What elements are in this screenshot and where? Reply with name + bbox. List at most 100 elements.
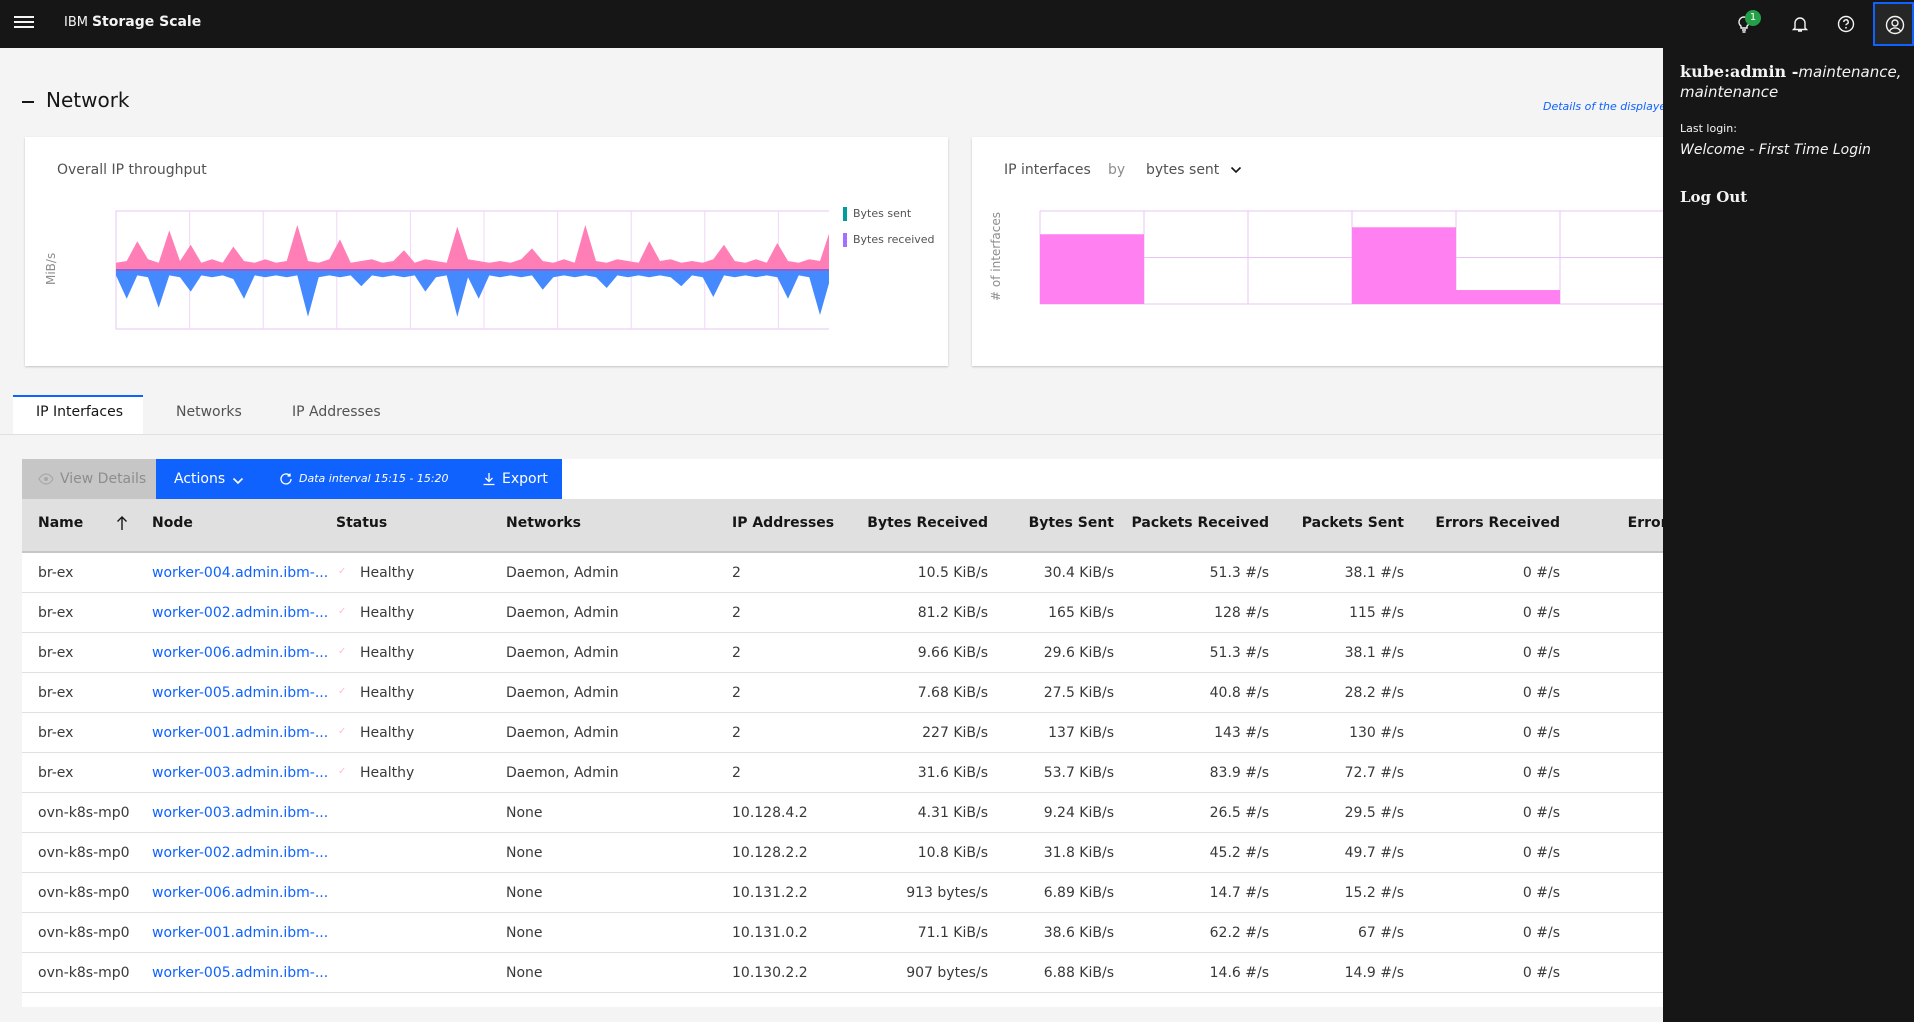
hamburger-menu-icon[interactable] [14,13,34,33]
help-button[interactable] [1826,4,1866,44]
cell-bytes-received: 4.31 KiB/s [917,805,988,821]
cell-bytes-received: 913 bytes/s [906,885,988,901]
collapse-icon [22,100,34,103]
table-row[interactable]: br-ex worker-006.admin.ibm-... ✓ Healthy Dae… [22,633,1914,673]
cell-ip-addresses: 10.128.2.2 [732,845,808,861]
actions-dropdown-button[interactable]: Actions [156,459,269,499]
cell-status: Healthy [360,565,415,581]
cell-errors-received: 0 #/s [1522,885,1560,901]
cell-bytes-sent: 38.6 KiB/s [1043,925,1114,941]
lightbulb-button[interactable]: 1 [1724,4,1764,44]
cell-node-link[interactable]: worker-004.admin.ibm-... [152,565,329,581]
table-row[interactable]: br-ex worker-003.admin.ibm-... ✓ Healthy Dae… [22,753,1914,793]
metric-dropdown[interactable]: bytes sent [1146,162,1242,178]
cell-node-link[interactable]: worker-003.admin.ibm-... [152,765,329,781]
cell-node-link[interactable]: worker-005.admin.ibm-... [152,685,329,701]
logout-link[interactable]: Log Out [1680,188,1748,206]
cell-errors-received: 0 #/s [1522,925,1560,941]
cell-bytes-received: 227 KiB/s [922,725,988,741]
notifications-button[interactable] [1780,4,1820,44]
notification-count-badge: 1 [1745,10,1761,26]
histogram-bar[interactable] [1040,234,1144,304]
cell-ip-addresses: 2 [732,565,741,581]
throughput-chart [115,210,829,330]
interfaces-chart [1039,210,1729,305]
histogram-bar[interactable] [1352,227,1456,304]
cell-packets-sent: 38.1 #/s [1344,645,1404,661]
cell-errors-received: 0 #/s [1522,565,1560,581]
cell-packets-sent: 67 #/s [1357,925,1404,941]
cell-packets-sent: 130 #/s [1349,725,1404,741]
data-interval-button[interactable]: Data interval 15:15 - 15:20 [269,459,466,499]
column-header-packets-received[interactable]: Packets Received [1131,515,1269,531]
sort-ascending-icon[interactable] [116,515,128,535]
tab-networks[interactable]: Networks [176,397,242,437]
tab-label: IP Interfaces [36,404,123,420]
column-header-node[interactable]: Node [152,515,193,531]
cell-node-link[interactable]: worker-006.admin.ibm-... [152,645,329,661]
view-details-button[interactable]: View Details [22,459,156,499]
metric-dropdown-value: bytes sent [1146,162,1220,178]
column-header-bytes-received[interactable]: Bytes Received [867,515,988,531]
cell-errors-received: 0 #/s [1522,605,1560,621]
table-row[interactable]: br-ex worker-001.admin.ibm-... ✓ Healthy Dae… [22,713,1914,753]
details-link[interactable]: Details of the displayed [1543,100,1674,113]
cell-node-link[interactable]: worker-006.admin.ibm-... [152,885,329,901]
table-row[interactable]: br-ex worker-002.admin.ibm-... ✓ Healthy Dae… [22,593,1914,633]
legend-item-bytes-sent[interactable]: Bytes sent [843,205,935,223]
table-row[interactable]: ovn-k8s-mp0 worker-002.admin.ibm-... None 1… [22,833,1914,873]
tab-label: IP Addresses [292,404,381,420]
legend-item-bytes-received[interactable]: Bytes received [843,231,935,249]
cell-networks: None [506,805,543,821]
cell-networks: None [506,965,543,981]
status-checkmark-icon: ✓ [338,766,347,777]
table-row[interactable]: ovn-k8s-mp0 worker-005.admin.ibm-... None 1… [22,953,1914,993]
table-row[interactable]: ovn-k8s-mp0 worker-003.admin.ibm-... None 1… [22,793,1914,833]
cell-errors-received: 0 #/s [1522,805,1560,821]
column-header-networks[interactable]: Networks [506,515,582,531]
cell-node-link[interactable]: worker-001.admin.ibm-... [152,925,329,941]
user-profile-button[interactable] [1873,2,1914,46]
column-header-name[interactable]: Name [38,515,84,531]
cell-status: Healthy [360,725,415,741]
column-header-status[interactable]: Status [336,515,388,531]
cell-node-link[interactable]: worker-003.admin.ibm-... [152,805,329,821]
cell-name: br-ex [38,725,74,741]
cell-status: Healthy [360,685,415,701]
cell-bytes-received: 31.6 KiB/s [917,765,988,781]
table-row[interactable]: ovn-k8s-mp0 worker-006.admin.ibm-... None 1… [22,873,1914,913]
cell-bytes-sent: 27.5 KiB/s [1043,685,1114,701]
cell-networks: None [506,885,543,901]
user-avatar-icon [1885,15,1905,35]
cell-networks: Daemon, Admin [506,565,619,581]
tab-ip-addresses[interactable]: IP Addresses [292,397,381,437]
cell-node-link[interactable]: worker-001.admin.ibm-... [152,725,329,741]
table-row[interactable]: ovn-k8s-mp0 worker-001.admin.ibm-... None 1… [22,913,1914,953]
tab-ip-interfaces[interactable]: IP Interfaces [13,395,143,435]
export-button[interactable]: Export [466,459,562,499]
status-checkmark-icon: ✓ [338,566,347,577]
cell-ip-addresses: 10.131.2.2 [732,885,808,901]
cell-packets-received: 51.3 #/s [1209,565,1269,581]
column-header-errors-received[interactable]: Errors Received [1435,515,1560,531]
cell-node-link[interactable]: worker-002.admin.ibm-... [152,845,329,861]
cell-packets-sent: 28.2 #/s [1344,685,1404,701]
column-header-packets-sent[interactable]: Packets Sent [1301,515,1404,531]
cell-node-link[interactable]: worker-002.admin.ibm-... [152,605,329,621]
cell-packets-received: 128 #/s [1214,605,1269,621]
column-header-ip-addresses[interactable]: IP Addresses [732,515,835,531]
legend-swatch-bytes-sent [843,207,847,221]
cell-errors-received: 0 #/s [1522,725,1560,741]
cell-name: br-ex [38,645,74,661]
interfaces-card: IP interfaces by bytes sent # of interfa… [972,137,1729,366]
table-row[interactable]: br-ex worker-005.admin.ibm-... ✓ Healthy Dae… [22,673,1914,713]
user-identity: kube:admin -maintenance, maintenance [1680,62,1905,102]
cell-errors-received: 0 #/s [1522,765,1560,781]
histogram-bar[interactable] [1456,290,1560,304]
cell-networks: Daemon, Admin [506,605,619,621]
table-row[interactable]: br-ex worker-004.admin.ibm-... ✓ Healthy Dae… [22,553,1914,593]
column-header-bytes-sent[interactable]: Bytes Sent [1028,515,1114,531]
section-collapse-toggle[interactable]: Network [22,88,130,112]
cell-node-link[interactable]: worker-005.admin.ibm-... [152,965,329,981]
product-brand[interactable]: IBM Storage Scale [64,14,201,30]
